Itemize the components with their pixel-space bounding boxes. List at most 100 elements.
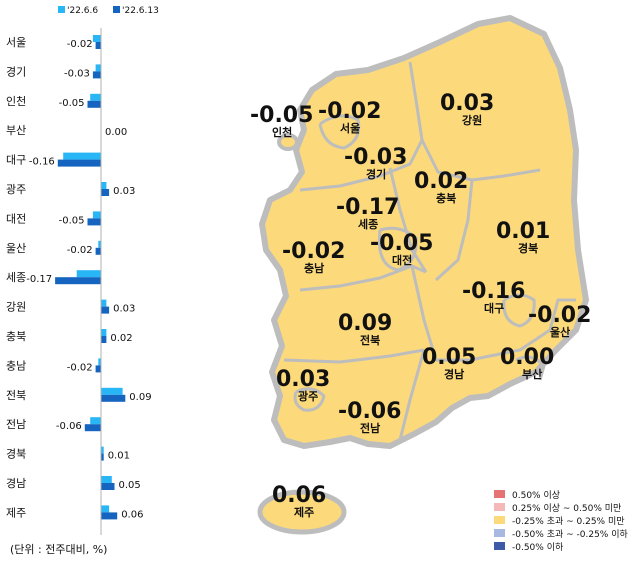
bar — [101, 394, 126, 402]
value-label: -0.05 — [59, 98, 85, 109]
legend-swatch — [113, 6, 120, 13]
region-name: 세종 — [358, 217, 378, 231]
value-label: 0.06 — [121, 509, 143, 520]
category-label: 대구 — [6, 154, 26, 167]
value-label: -0.17 — [26, 274, 52, 285]
bar-group: 서울 -0.02 경기 -0.03 인천 -0.05 부산 0.00 대구 -0.16 광주 0.03… — [6, 35, 152, 520]
bar — [92, 211, 101, 219]
region-name: 인천 — [272, 125, 292, 139]
category-label: 경남 — [6, 477, 26, 490]
legend-label: -0.50% 초과 ~ -0.25% 이하 — [512, 529, 629, 540]
legend-label: -0.50% 이하 — [512, 542, 564, 553]
bar — [101, 505, 110, 513]
region-name: 경북 — [518, 241, 538, 255]
region-value: 0.03 — [440, 91, 494, 116]
legend-label: 0.25% 이상 ~ 0.50% 미만 — [512, 503, 621, 514]
region-name: 제주 — [294, 505, 314, 519]
bar — [87, 100, 101, 108]
bar — [87, 218, 101, 226]
bar — [101, 387, 123, 395]
bar — [90, 93, 101, 101]
bar — [101, 453, 104, 461]
value-label: 0.05 — [119, 480, 141, 491]
region-value: 0.02 — [414, 169, 468, 194]
region-value: -0.05 — [250, 103, 313, 128]
bar — [101, 446, 104, 454]
region-value: 0.03 — [276, 367, 330, 392]
map-legend: 0.50% 이상 0.25% 이상 ~ 0.50% 미만 -0.25% 초과 ~ 0… — [494, 490, 629, 553]
region-value: -0.02 — [528, 303, 591, 328]
region-value: 0.05 — [422, 345, 476, 370]
value-label: 0.00 — [105, 127, 127, 138]
region-name: 경기 — [366, 167, 386, 181]
category-label: 세종 — [6, 271, 26, 284]
value-label: 0.09 — [129, 392, 151, 403]
bar — [92, 35, 101, 42]
category-label: 대전 — [6, 212, 26, 225]
legend-label: '22.6.13 — [122, 6, 159, 16]
incheon-islet — [277, 133, 299, 151]
region-value: -0.06 — [338, 399, 401, 424]
category-label: 울산 — [6, 242, 26, 255]
region-value: -0.05 — [370, 231, 433, 256]
unit-note: (단위 : 전주대비, %) — [10, 543, 107, 556]
category-label: 경기 — [6, 65, 26, 78]
bar — [95, 365, 101, 373]
region-name: 부산 — [522, 367, 542, 381]
category-label: 경북 — [6, 448, 26, 461]
legend-swatch — [494, 503, 505, 511]
category-label: 제주 — [6, 506, 26, 519]
bar — [101, 512, 118, 520]
value-label: 0.03 — [113, 304, 135, 315]
region-value: -0.16 — [462, 279, 525, 304]
legend-swatch — [494, 516, 505, 524]
region-value: 0.01 — [496, 219, 550, 244]
region-name: 충북 — [436, 191, 456, 205]
jeju-island — [257, 489, 347, 535]
legend-swatch — [494, 542, 505, 550]
value-label: 0.03 — [113, 186, 135, 197]
value-label: -0.03 — [64, 68, 90, 79]
value-label: -0.16 — [29, 157, 55, 168]
category-label: 충북 — [6, 330, 26, 343]
bar — [101, 189, 110, 196]
bar — [101, 336, 107, 343]
region-value: 0.09 — [338, 311, 392, 336]
bar — [90, 417, 101, 425]
value-label: -0.06 — [56, 421, 82, 432]
region-value: 0.06 — [272, 483, 326, 508]
chart-legend: '22.6.6 '22.6.13 — [58, 6, 159, 16]
region-name: 광주 — [298, 390, 318, 403]
bar — [98, 358, 101, 366]
region-value: -0.02 — [318, 99, 381, 124]
value-label: 0.02 — [110, 333, 132, 344]
category-label: 서울 — [6, 36, 26, 49]
bar — [101, 182, 107, 189]
region-name: 서울 — [340, 121, 360, 135]
bar — [92, 71, 101, 79]
bar — [95, 42, 101, 49]
legend-swatch — [58, 6, 65, 13]
region-name: 전남 — [360, 421, 380, 435]
bar — [57, 159, 101, 167]
category-label: 전북 — [6, 389, 26, 402]
bar — [84, 424, 101, 432]
legend-label: '22.6.6 — [67, 6, 98, 16]
value-label: -0.02 — [67, 245, 93, 256]
region-name: 대전 — [392, 253, 412, 267]
value-label: -0.02 — [67, 362, 93, 373]
region-name: 울산 — [550, 325, 570, 339]
bar — [76, 270, 101, 278]
value-label: -0.05 — [59, 215, 85, 226]
region-borders — [283, 61, 576, 441]
